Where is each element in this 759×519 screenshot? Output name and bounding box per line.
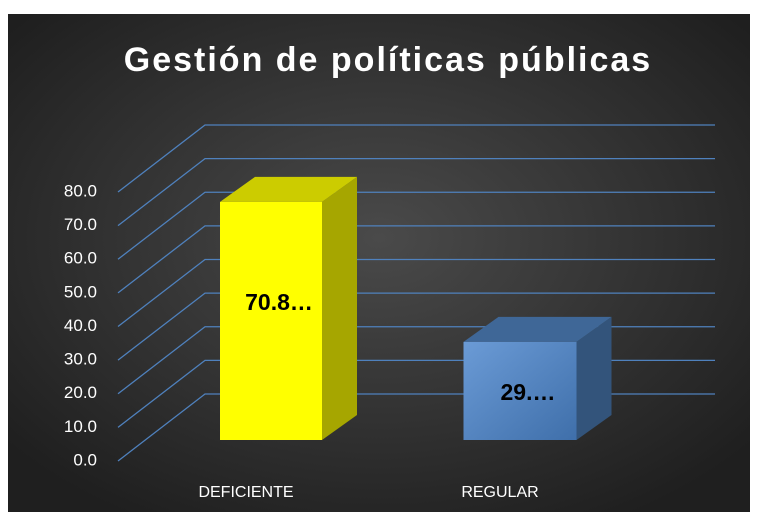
grid-line [117,157,715,227]
data-label: 70.8… [245,289,313,315]
y-tick-label: 40.0 [64,316,97,335]
y-tick-label: 60.0 [64,249,97,268]
bar [463,316,612,440]
grid-line [117,292,715,361]
bar-top [463,316,612,342]
bar-front [463,341,577,440]
bar-side [322,176,357,440]
grid-line [117,124,715,193]
y-tick-label: 80.0 [64,181,97,200]
grid-line [117,191,715,260]
bar-top [220,176,357,202]
chart-title: Gestión de políticas públicas [124,41,652,79]
y-tick-label: 50.0 [64,282,97,301]
grid-line [117,258,715,328]
x-tick-label: DEFICIENTE [198,484,293,501]
y-tick-label: 10.0 [64,417,97,436]
data-label: 29.… [501,379,556,405]
x-tick-label: REGULAR [461,484,538,501]
y-tick-label: 0.0 [73,450,97,469]
y-tick-label: 30.0 [64,350,97,369]
y-tick-label: 70.0 [64,215,97,234]
bar-side [576,316,612,440]
bar-front [220,201,322,440]
grid-line [117,225,715,294]
chart-background [8,14,750,512]
bar [220,176,357,440]
y-tick-label: 20.0 [64,383,97,402]
